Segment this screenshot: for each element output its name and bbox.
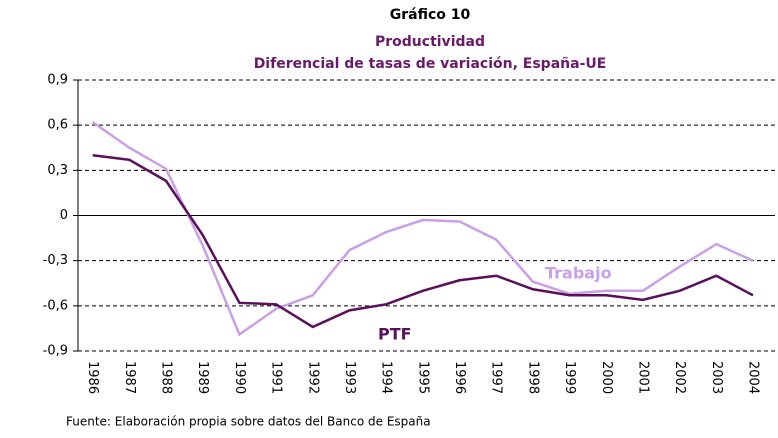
series-label: PTF: [378, 325, 412, 344]
y-tick-label: -0,3: [43, 253, 68, 268]
x-tick-label: 1994: [379, 361, 394, 394]
x-tick-label: 2004: [745, 361, 760, 394]
x-tick-label: 1990: [232, 361, 247, 394]
y-tick-label: 0,6: [47, 118, 68, 133]
line-series: [91, 121, 754, 337]
y-tick-label: -0,9: [43, 344, 68, 359]
x-tick-label: 1996: [452, 361, 467, 394]
chart-subtitle: Productividad: [375, 34, 485, 50]
y-tick-label: 0,3: [47, 163, 68, 178]
x-tick-label: 2001: [635, 361, 650, 394]
chart-title: Gráfico 10: [390, 7, 471, 23]
y-tick-label: -0,6: [43, 298, 68, 313]
x-tick-label: 1997: [489, 361, 504, 394]
x-tick-label: 1999: [562, 361, 577, 394]
x-tick-label: 2002: [672, 361, 687, 394]
x-tick-label: 1993: [342, 361, 357, 394]
x-tick-label: 2003: [709, 361, 724, 394]
x-tick-label: 1988: [159, 361, 174, 394]
source-note: Fuente: Elaboración propia sobre datos d…: [66, 415, 431, 429]
x-tick-label: 2000: [599, 361, 614, 394]
series-label: Trabajo: [545, 264, 612, 283]
x-tick-label: 1991: [269, 361, 284, 394]
x-tick-label: 1992: [305, 361, 320, 394]
y-tick-label: 0: [60, 208, 68, 223]
x-tick-label: 1986: [85, 361, 100, 394]
x-tick-label: 1998: [525, 361, 540, 394]
line-series: [92, 154, 754, 329]
x-tick-label: 1995: [415, 361, 430, 394]
y-tick-label: 0,9: [47, 73, 68, 88]
chart-subtitle: Diferencial de tasas de variación, Españ…: [254, 56, 607, 72]
x-tick-label: 1987: [122, 361, 137, 394]
x-tick-label: 1989: [195, 361, 210, 394]
